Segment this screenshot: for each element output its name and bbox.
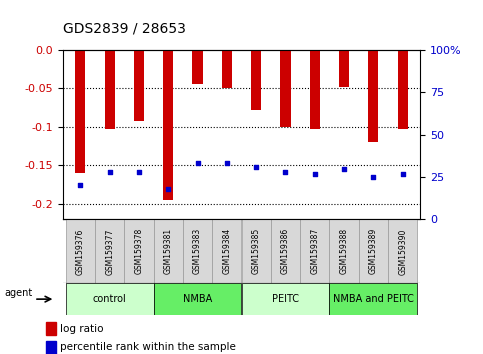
Text: GSM159387: GSM159387 — [310, 228, 319, 274]
Text: GSM159378: GSM159378 — [134, 228, 143, 274]
Bar — [46, 322, 56, 335]
Text: control: control — [93, 294, 127, 304]
Text: GSM159376: GSM159376 — [76, 228, 85, 275]
Text: GSM159385: GSM159385 — [252, 228, 261, 274]
Text: GSM159381: GSM159381 — [164, 228, 173, 274]
Bar — [192, 50, 203, 84]
Point — [223, 161, 231, 166]
Bar — [134, 50, 144, 121]
Text: GSM159390: GSM159390 — [398, 228, 407, 275]
Bar — [339, 50, 349, 87]
Text: PEITC: PEITC — [272, 294, 299, 304]
Bar — [66, 283, 154, 315]
Text: NMBA: NMBA — [183, 294, 212, 304]
Bar — [300, 219, 329, 283]
Bar — [359, 219, 388, 283]
Bar — [280, 50, 291, 127]
Bar — [95, 219, 124, 283]
Bar — [163, 50, 173, 200]
Point — [369, 174, 377, 180]
Point — [135, 169, 143, 175]
Bar — [242, 219, 271, 283]
Text: GSM159386: GSM159386 — [281, 228, 290, 274]
Text: GSM159383: GSM159383 — [193, 228, 202, 274]
Bar — [104, 50, 115, 129]
Text: GSM159389: GSM159389 — [369, 228, 378, 274]
Bar — [154, 219, 183, 283]
Text: GSM159377: GSM159377 — [105, 228, 114, 275]
Bar — [271, 219, 300, 283]
Text: agent: agent — [5, 288, 33, 298]
Bar — [329, 219, 359, 283]
Point — [252, 164, 260, 170]
Bar — [154, 283, 242, 315]
Bar — [66, 219, 95, 283]
Text: GSM159384: GSM159384 — [222, 228, 231, 274]
Bar — [251, 50, 261, 110]
Text: log ratio: log ratio — [59, 324, 103, 334]
Point — [106, 169, 114, 175]
Bar — [242, 283, 329, 315]
Bar — [368, 50, 379, 142]
Point — [399, 171, 407, 176]
Bar — [398, 50, 408, 129]
Bar — [329, 283, 417, 315]
Bar — [46, 341, 56, 354]
Point — [282, 169, 289, 175]
Point — [164, 186, 172, 192]
Bar — [222, 50, 232, 88]
Bar — [183, 219, 212, 283]
Text: NMBA and PEITC: NMBA and PEITC — [333, 294, 414, 304]
Text: percentile rank within the sample: percentile rank within the sample — [59, 342, 236, 353]
Bar — [75, 50, 85, 173]
Bar — [124, 219, 154, 283]
Bar — [212, 219, 242, 283]
Text: GSM159388: GSM159388 — [340, 228, 349, 274]
Point — [194, 161, 201, 166]
Point — [76, 183, 84, 188]
Bar — [310, 50, 320, 129]
Point — [340, 166, 348, 171]
Bar — [388, 219, 417, 283]
Point — [311, 171, 319, 176]
Text: GDS2839 / 28653: GDS2839 / 28653 — [63, 21, 185, 35]
